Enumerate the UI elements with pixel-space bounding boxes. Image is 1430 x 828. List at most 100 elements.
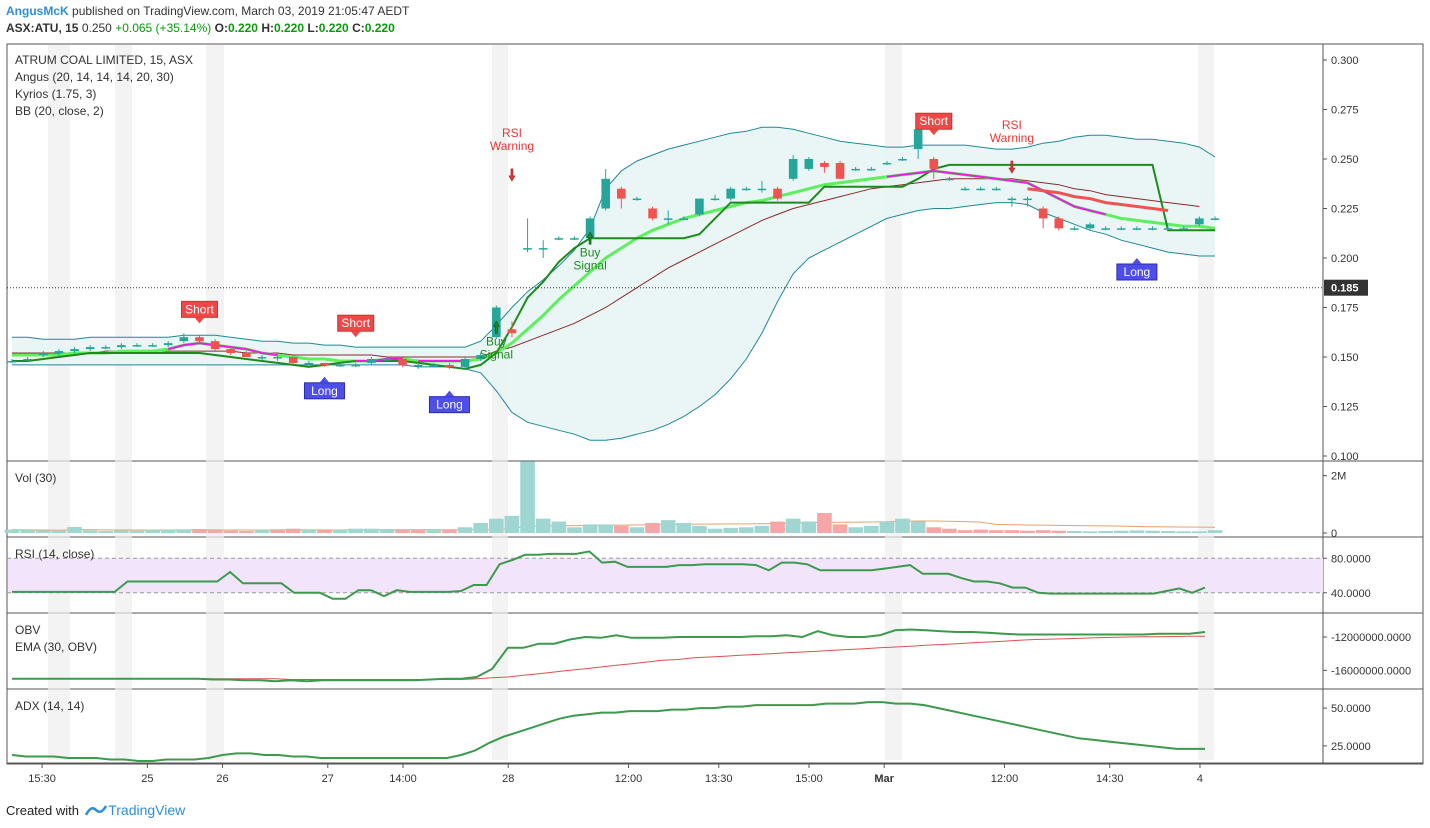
legend-title[interactable]: ATRUM COAL LIMITED, 15, ASX	[15, 53, 193, 67]
candle-body	[679, 218, 689, 220]
legend-ema[interactable]: EMA (30, OBV)	[15, 640, 97, 654]
legend-bb[interactable]: BB (20, close, 2)	[15, 104, 104, 118]
volume-bar	[692, 525, 707, 533]
time-tick-label: 26	[216, 773, 228, 785]
price-change: +0.065 (+35.14%)	[115, 21, 212, 35]
volume-bar	[192, 528, 207, 533]
volume-bar	[1020, 530, 1035, 533]
signal-label: Long	[311, 384, 338, 398]
volume-bar	[285, 528, 301, 533]
legend-adx[interactable]: ADX (14, 14)	[15, 699, 84, 713]
volume-bar	[67, 526, 82, 533]
volume-bar	[895, 518, 910, 533]
volume-bar	[442, 529, 457, 533]
buy-signal-label: Buy	[580, 245, 601, 259]
candle-body	[695, 198, 704, 215]
publish-line: AngusMcK published on TradingView.com, M…	[6, 4, 409, 18]
candle-body	[1023, 198, 1032, 201]
marker-value: 0.185	[1331, 283, 1359, 295]
candle-body	[210, 341, 220, 350]
volume-bar	[473, 522, 489, 533]
candle-body	[23, 358, 32, 361]
time-tick-label: 28	[502, 773, 514, 785]
volume-tick-label: 0	[1331, 528, 1337, 540]
legend-kyrios[interactable]: Kyrios (1.75, 3)	[15, 87, 96, 101]
volume-bar	[317, 530, 332, 533]
tradingview-logo-icon	[84, 805, 107, 816]
volume-bar	[98, 530, 114, 533]
candle-body	[976, 188, 985, 191]
buy-arrow-icon	[586, 231, 594, 245]
candle-body	[585, 218, 595, 239]
candle-body	[945, 178, 954, 181]
legend-angus[interactable]: Angus (20, 14, 14, 14, 20, 30)	[15, 70, 174, 84]
volume-bar	[129, 530, 145, 533]
buy-signal-label: Signal	[480, 347, 513, 361]
candle-body	[429, 364, 439, 367]
time-tick-label: 12:00	[991, 773, 1019, 785]
obv-ema-line	[12, 635, 1206, 680]
candle-body	[820, 162, 829, 167]
candle-body	[663, 218, 673, 220]
candle-body	[773, 188, 782, 199]
volume-bar	[551, 521, 567, 533]
adx-line	[11, 701, 1205, 762]
rsi-warning-label: RSI	[1002, 118, 1022, 132]
price-tick-label: 0.150	[1331, 352, 1359, 364]
volume-bar	[457, 527, 473, 533]
candle-body	[788, 159, 798, 179]
candle-body	[570, 238, 579, 240]
candle-body	[1116, 228, 1126, 230]
candle-body	[929, 159, 939, 169]
candle-body	[288, 357, 298, 363]
candle-body	[1038, 208, 1048, 219]
volume-bar	[410, 530, 426, 533]
candle-body	[851, 168, 860, 171]
open-label: O:	[214, 21, 228, 35]
volume-bar	[723, 527, 738, 533]
candle-body	[476, 355, 485, 359]
candle-body	[882, 162, 892, 165]
volume-bar	[801, 521, 817, 533]
volume-bar	[785, 518, 801, 533]
low-value: 0.220	[318, 21, 349, 35]
marker-bg	[1324, 279, 1368, 296]
candle-body	[1179, 228, 1189, 230]
candle-body	[1195, 218, 1204, 225]
long-signal: Long	[1116, 258, 1158, 281]
rsi-tick-label: 80.0000	[1331, 553, 1371, 565]
close-value: 0.220	[364, 21, 395, 35]
candle-body	[632, 198, 642, 201]
author-link[interactable]: AngusMcK	[6, 4, 69, 18]
candle-body	[648, 208, 657, 219]
volume-bar	[348, 528, 364, 533]
low-label: L:	[307, 21, 319, 35]
volume-bar	[645, 522, 660, 533]
candle-body	[1132, 228, 1142, 230]
candle-body	[804, 159, 814, 169]
angus-magenta-segment	[246, 348, 278, 356]
legend-obv[interactable]: OBV	[15, 623, 40, 637]
volume-bar	[1098, 530, 1113, 533]
high-label: H:	[261, 21, 274, 35]
candle-body	[226, 349, 236, 354]
legend-vol[interactable]: Vol (30)	[15, 471, 56, 485]
rsi-band	[8, 558, 1323, 593]
time-tick-label: 13:30	[705, 773, 733, 785]
candle-body	[835, 162, 845, 179]
candle-body	[617, 188, 626, 199]
chart-canvas[interactable]: ShortLongShortLongBuySignalBuySignalRSIW…	[0, 0, 1430, 800]
candle-body	[601, 178, 610, 209]
footer-brand[interactable]: TradingView	[108, 802, 186, 818]
time-tick-label: Mar	[874, 773, 894, 785]
signal-pointer	[194, 317, 205, 324]
candle-body	[960, 188, 970, 191]
candle-body	[132, 345, 142, 347]
candle-body	[398, 358, 407, 365]
volume-bar	[4, 529, 20, 533]
candle-body	[54, 351, 64, 354]
signal-pointer	[1131, 258, 1142, 264]
last-price-marker: 0.185	[1324, 279, 1368, 296]
legend-rsi[interactable]: RSI (14, close)	[15, 547, 94, 561]
